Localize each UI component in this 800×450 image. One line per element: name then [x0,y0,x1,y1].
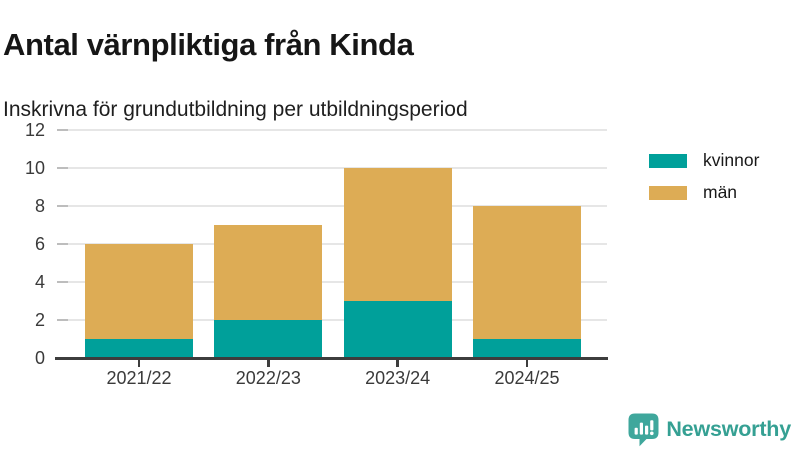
y-axis-tickmark [57,129,68,131]
bar-2024/25 [472,206,581,358]
newsworthy-logo-link[interactable]: Newsworthy [627,412,791,447]
gridline [57,319,607,321]
bar-segment-män [472,206,581,339]
y-tick-label: 6 [34,234,45,254]
y-tick-label: 2 [34,310,45,330]
y-tick-label: 4 [34,272,45,292]
bar-segment-kvinnor [472,339,581,358]
plot-area [57,129,607,358]
y-axis-tickmark [57,167,68,169]
x-axis-tickmark [267,359,270,367]
legend-swatch [649,153,687,168]
legend-label: kvinnor [703,150,760,170]
legend: kvinnor män [649,150,759,214]
y-tick-label: 12 [24,120,45,140]
bar-segment-män [85,244,193,339]
bar-2021/22 [85,244,193,358]
y-axis: 0 2 4 6 8 10 12 [0,120,45,368]
x-tick-label: 2021/22 [106,368,172,388]
legend-item-män: män [649,182,759,203]
y-axis-tickmark [57,205,68,207]
y-axis-tickmark [57,243,68,245]
y-tick-label: 8 [34,196,45,216]
gridline [57,129,607,131]
y-axis-tickmark [57,281,68,283]
bar-2023/24 [343,168,452,358]
y-tick-label: 0 [34,348,45,368]
bar-2022/23 [214,225,323,358]
x-axis-labels: 2021/22 2022/23 2023/24 2024/25 [57,368,607,392]
bar-chart-speech-bubble-icon [628,413,659,447]
gridline [57,167,607,169]
legend-label: män [703,182,738,202]
x-axis-line [55,356,608,360]
bar-segment-kvinnor [343,301,452,358]
x-axis-tickmark [396,359,399,367]
gridline [57,243,607,245]
bar-segment-kvinnor [85,339,193,358]
bar-segment-kvinnor [214,320,323,358]
legend-item-kvinnor: kvinnor [649,150,759,171]
gridline [57,205,607,207]
x-tick-label: 2024/25 [494,368,560,388]
bar-segment-män [214,225,323,320]
x-axis-ticks [57,359,607,367]
y-axis-tickmark [57,319,68,321]
gridline [57,281,607,283]
chart-subtitle: Inskrivna för grundutbildning per utbild… [3,98,468,122]
legend-swatch [649,185,687,200]
y-tick-label: 10 [24,158,45,178]
x-axis-tickmark [137,359,141,367]
x-tick-label: 2022/23 [235,368,301,388]
x-axis-tickmark [525,359,529,367]
x-tick-label: 2023/24 [365,368,431,388]
chart-title: Antal värnpliktiga från Kinda [3,26,414,62]
bar-segment-män [343,168,452,301]
newsworthy-brand-name: Newsworthy [666,417,791,441]
